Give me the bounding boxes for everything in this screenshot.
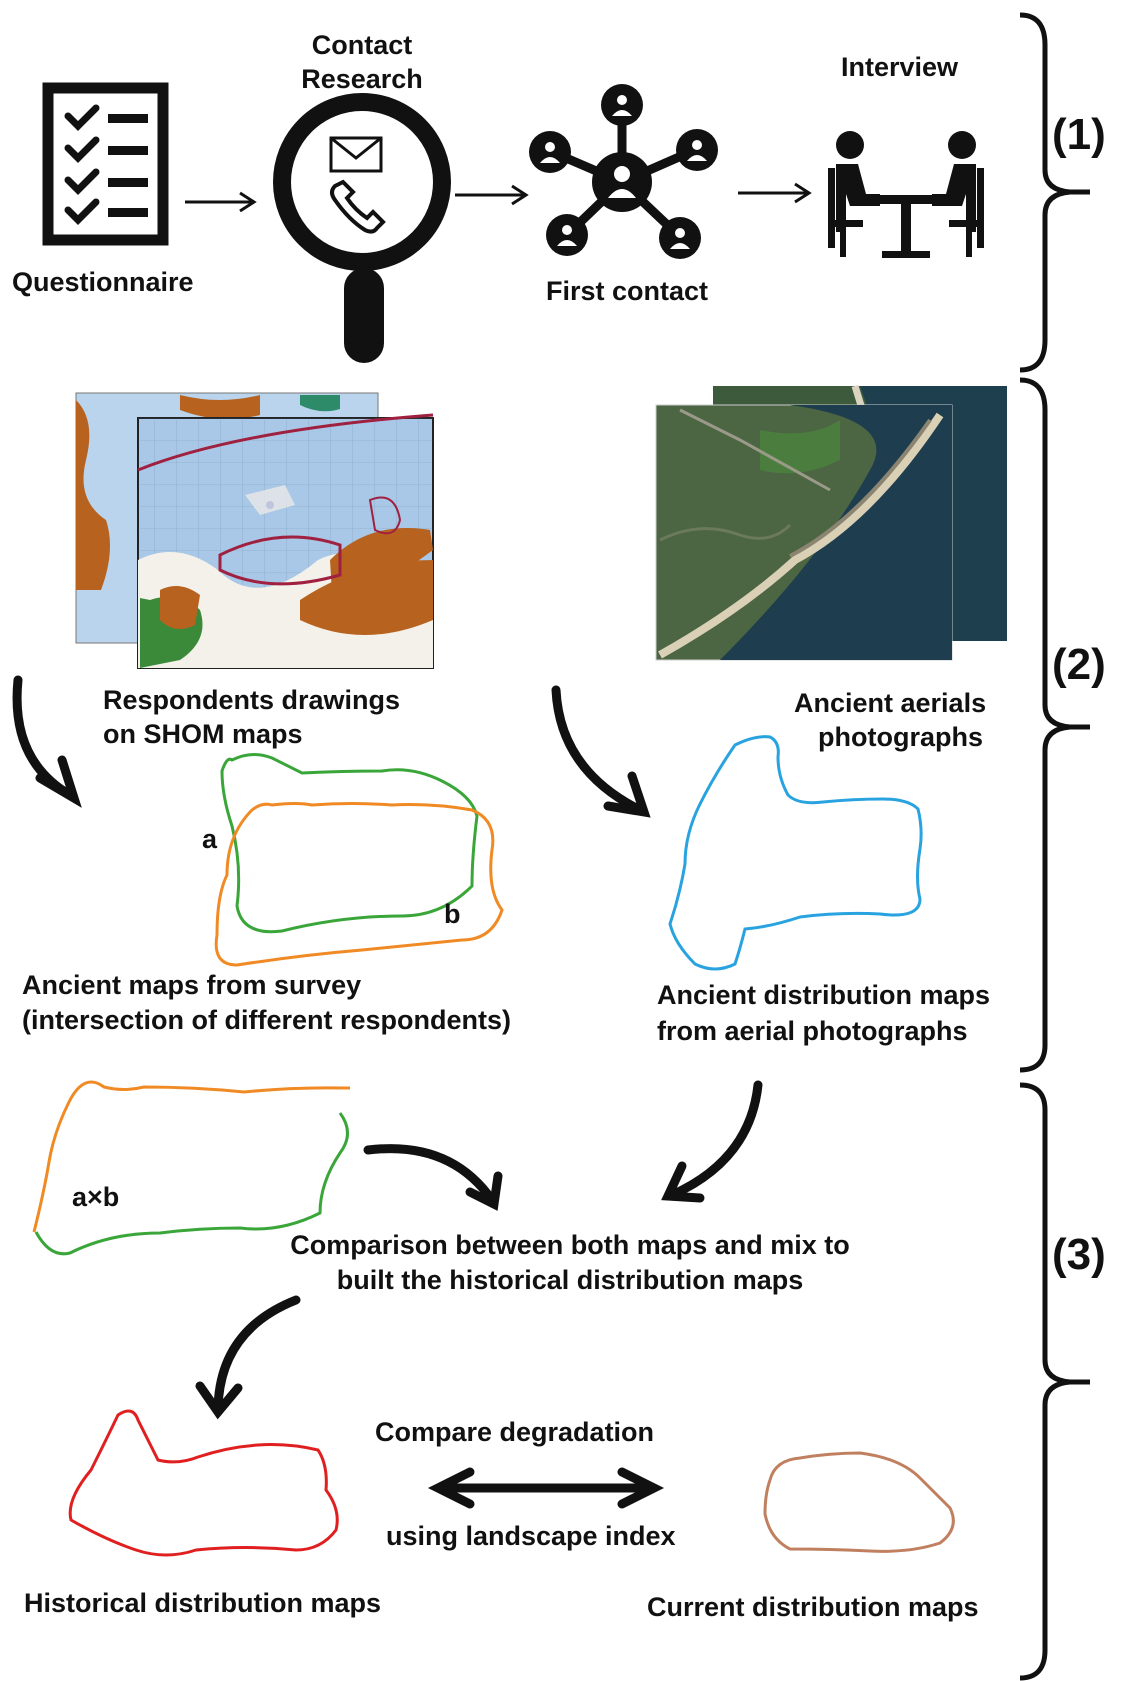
stage-3-label: (3) [1052,1230,1106,1279]
aerial-label-2: photographs [818,722,983,752]
first-contact-icon [529,84,718,259]
polygon-b-label: b [444,899,461,929]
survey-label-2: (intersection of different respondents) [22,1005,512,1035]
compare-double-arrow [427,1467,665,1509]
questionnaire-label: Questionnaire [12,267,194,297]
stage-1-label: (1) [1052,110,1106,159]
bracket-stage-2 [1019,377,1090,1073]
contact-research-label-2: Research [301,64,423,94]
contact-research-label-1: Contact [311,30,413,60]
survey-label-1: Ancient maps from survey [22,970,362,1000]
comparison-label-1: Comparison between both maps and mix to [290,1230,850,1260]
questionnaire-icon [42,82,169,246]
envelope-icon [329,136,383,173]
aerial-map-label-2: from aerial photographs [657,1016,968,1046]
curved-arrow-shom [12,675,82,808]
curved-arrow-survey [363,1144,503,1211]
shom-label-2: on SHOM maps [103,719,303,749]
arrow-2 [455,184,529,206]
shom-map-image [75,392,434,669]
polygon-a-label: a [202,824,218,854]
historical-maps-label: Historical distribution maps [24,1588,382,1618]
aerial-map-label-1: Ancient distribution maps [657,980,991,1010]
arrow-3 [738,182,812,204]
current-distribution-polygon [763,1451,955,1553]
respondent-b-polygon [214,802,504,967]
landscape-index-label: using landscape index [386,1521,676,1551]
curved-arrow-historical [195,1295,301,1420]
interview-label: Interview [841,52,959,82]
historical-distribution-polygon [68,1409,339,1557]
aerial-distribution-polygon [668,735,923,971]
respondent-a-polygon [220,753,479,934]
intersection-polygon [32,1080,350,1256]
interview-icon [828,131,984,258]
intersection-label: a×b [72,1182,120,1212]
bracket-stage-3 [1019,1082,1090,1681]
aerial-label-1: Ancient aerials [794,688,987,718]
current-maps-label: Current distribution maps [647,1592,979,1622]
first-contact-label: First contact [546,276,709,306]
stage-2-label: (2) [1052,640,1106,689]
shom-label-1: Respondents drawings [103,685,401,715]
curved-arrow-aerial [551,685,651,818]
curved-arrow-aerial-map [661,1080,763,1203]
contact-research-icon [273,93,451,363]
comparison-label-2: built the historical distribution maps [336,1265,804,1295]
compare-degradation-label: Compare degradation [375,1417,655,1447]
phone-icon [330,179,386,234]
bracket-stage-1 [1019,12,1090,373]
arrow-1 [185,191,257,213]
aerial-photograph-image [655,384,1007,661]
